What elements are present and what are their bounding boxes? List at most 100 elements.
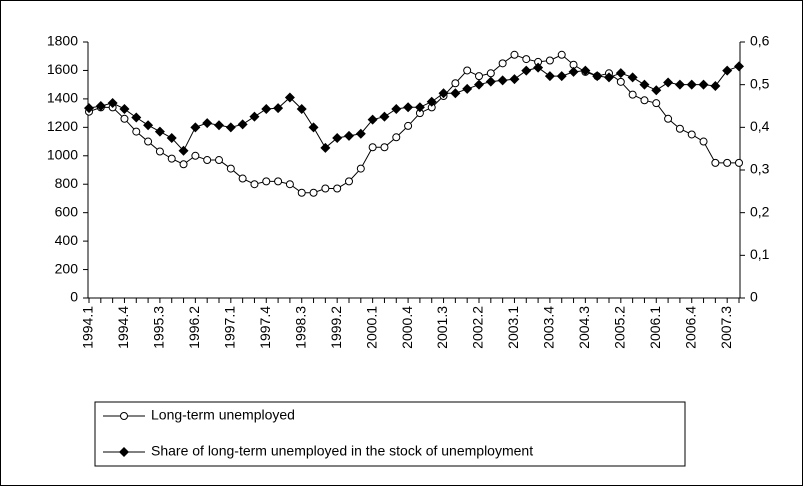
marker [332, 133, 343, 143]
marker [664, 114, 673, 123]
legend-label: Long-term unemployed [151, 407, 295, 423]
marker [284, 92, 295, 103]
marker [166, 133, 177, 143]
marker [144, 137, 153, 146]
x-tick-label: 2000.1 [363, 306, 379, 349]
x-tick-label: 1996.2 [186, 306, 202, 349]
marker [686, 79, 697, 90]
marker [735, 158, 743, 167]
marker [640, 96, 649, 105]
marker [296, 103, 307, 114]
marker [321, 184, 330, 193]
marker [651, 85, 662, 96]
marker [675, 124, 684, 133]
legend-marker [120, 412, 128, 420]
marker [710, 80, 721, 91]
marker [521, 65, 532, 76]
y2-tick-label: 0,3 [750, 161, 770, 177]
marker [580, 65, 591, 76]
marker [486, 69, 495, 78]
legend-label: Share of long-term unemployed in the sto… [151, 443, 533, 459]
marker [179, 160, 188, 169]
marker [379, 111, 390, 122]
y2-tick-label: 0,4 [750, 118, 770, 134]
marker [438, 88, 449, 99]
marker [84, 103, 94, 114]
marker [627, 72, 638, 83]
x-tick-label: 2006.1 [647, 306, 663, 349]
marker [320, 142, 331, 153]
marker [674, 79, 685, 90]
y2-tick-label: 0,1 [750, 246, 770, 262]
marker [132, 127, 141, 136]
y-tick-label: 200 [55, 260, 79, 276]
marker [604, 72, 614, 83]
marker [391, 103, 402, 114]
x-tick-label: 2000.4 [399, 306, 415, 349]
x-tick-label: 1994.1 [80, 306, 96, 349]
y-tick-label: 1000 [47, 146, 78, 162]
y2-tick-label: 0,5 [750, 75, 770, 91]
marker [557, 50, 566, 59]
marker [509, 74, 520, 85]
marker [120, 114, 129, 123]
marker [699, 137, 708, 146]
marker [711, 158, 720, 167]
x-tick-label: 1997.1 [222, 306, 238, 349]
marker [155, 147, 164, 156]
y-tick-label: 1200 [47, 118, 78, 134]
marker [226, 164, 235, 173]
marker [652, 99, 661, 108]
y-tick-label: 1800 [47, 33, 78, 49]
y2-tick-label: 0,2 [750, 203, 770, 219]
x-tick-label: 2001.3 [434, 306, 450, 349]
marker [214, 120, 224, 131]
y2-tick-label: 0 [750, 289, 758, 305]
marker [309, 188, 318, 197]
marker [485, 76, 496, 87]
marker [722, 65, 733, 76]
marker [475, 72, 483, 81]
marker [639, 79, 650, 90]
marker [191, 151, 200, 160]
marker [356, 164, 365, 173]
marker [249, 111, 260, 122]
marker [285, 180, 294, 189]
y-tick-label: 1600 [47, 61, 78, 77]
marker [119, 103, 130, 114]
marker [734, 61, 744, 72]
marker [462, 83, 473, 94]
x-tick-label: 2006.4 [682, 306, 698, 349]
x-tick-label: 2003.4 [541, 306, 557, 349]
marker [522, 55, 531, 64]
marker [545, 56, 554, 65]
marker [628, 90, 637, 99]
marker [225, 122, 236, 133]
marker [297, 188, 306, 197]
marker [131, 112, 142, 123]
marker [533, 62, 544, 73]
legend-box [94, 401, 686, 467]
marker [345, 177, 353, 186]
marker [426, 96, 437, 107]
marker [261, 103, 272, 114]
x-tick-label: 2003.1 [505, 306, 521, 349]
marker [190, 122, 201, 133]
marker [451, 79, 460, 88]
x-tick-label: 1998.3 [292, 306, 308, 349]
marker [308, 122, 319, 133]
marker [556, 71, 567, 82]
marker [333, 184, 342, 193]
y-tick-label: 800 [55, 175, 79, 191]
marker [403, 102, 414, 113]
marker [154, 126, 165, 137]
x-tick-label: 2002.2 [470, 306, 486, 349]
marker [723, 158, 732, 167]
marker [615, 68, 626, 79]
marker [568, 66, 579, 77]
x-tick-label: 1994.4 [115, 306, 131, 349]
marker [392, 133, 401, 142]
y-tick-label: 1400 [47, 90, 78, 106]
marker [202, 118, 213, 129]
y-tick-label: 400 [55, 232, 79, 248]
